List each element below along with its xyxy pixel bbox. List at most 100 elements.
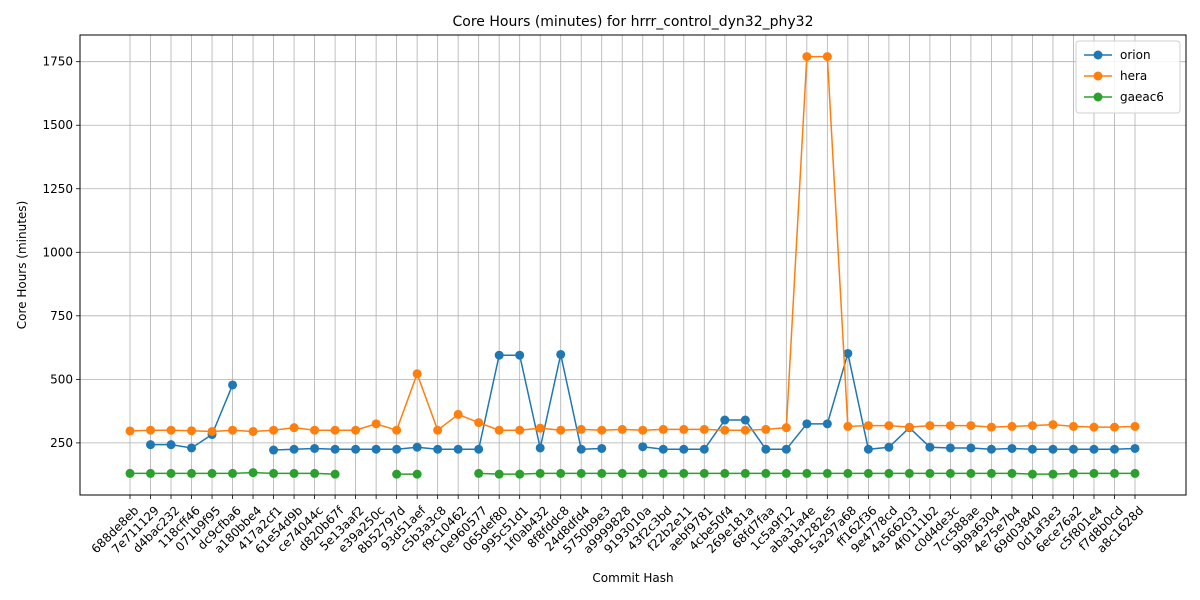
data-point: [761, 444, 771, 454]
data-point: [412, 369, 422, 379]
data-point: [986, 444, 996, 454]
data-point: [884, 421, 894, 431]
data-point: [802, 419, 812, 429]
legend-label: orion: [1120, 48, 1151, 62]
grid-lines: [80, 35, 1186, 495]
data-point: [474, 444, 484, 454]
legend-swatch-marker: [1093, 92, 1103, 102]
data-point: [1130, 421, 1140, 431]
data-point: [679, 424, 689, 434]
data-point: [1027, 421, 1037, 431]
data-point: [269, 468, 279, 478]
data-point: [289, 423, 299, 433]
data-point: [1109, 468, 1119, 478]
data-point: [966, 421, 976, 431]
data-point: [187, 426, 197, 436]
data-point: [617, 424, 627, 434]
x-axis-ticks: 688de8eb7e711129d4bac232118cff46071b9f95…: [89, 495, 1146, 557]
data-point: [330, 444, 340, 454]
data-point: [822, 419, 832, 429]
data-point: [1130, 443, 1140, 453]
data-point: [515, 469, 525, 479]
data-point: [617, 468, 627, 478]
data-point: [576, 468, 586, 478]
data-point: [1007, 421, 1017, 431]
data-point: [125, 468, 135, 478]
data-point: [494, 350, 504, 360]
data-point: [433, 425, 443, 435]
data-point: [699, 424, 709, 434]
data-point: [351, 444, 361, 454]
data-point: [1007, 468, 1017, 478]
data-point: [207, 468, 217, 478]
data-point: [228, 425, 238, 435]
data-point: [1089, 444, 1099, 454]
data-point: [310, 468, 320, 478]
plot-area-frame: [79, 34, 1187, 496]
data-point: [720, 425, 730, 435]
y-tick-label: 1000: [42, 245, 73, 259]
data-point: [1089, 468, 1099, 478]
data-point: [1007, 443, 1017, 453]
data-point: [720, 468, 730, 478]
y-axis-ticks: 250 500 750 1000 1250 1500 1750: [42, 55, 80, 450]
data-point: [843, 468, 853, 478]
data-point: [433, 444, 443, 454]
data-point: [925, 442, 935, 452]
data-point: [1109, 444, 1119, 454]
data-point: [658, 444, 668, 454]
series-gaeac6: [125, 468, 1140, 479]
y-tick-label: 1750: [42, 55, 73, 69]
series-lines: [125, 52, 1140, 479]
data-point: [248, 468, 258, 478]
data-point: [925, 468, 935, 478]
data-point: [228, 468, 238, 478]
data-point: [535, 468, 545, 478]
data-point: [146, 468, 156, 478]
y-axis-label: Core Hours (minutes): [15, 201, 29, 330]
data-point: [884, 468, 894, 478]
data-point: [1048, 420, 1058, 430]
data-point: [515, 350, 525, 360]
data-point: [146, 425, 156, 435]
series-hera: [125, 52, 1140, 436]
data-point: [945, 443, 955, 453]
data-point: [494, 425, 504, 435]
data-point: [966, 443, 976, 453]
data-point: [863, 468, 873, 478]
data-point: [1068, 421, 1078, 431]
data-point: [638, 468, 648, 478]
legend-item-hera: hera: [1084, 69, 1147, 83]
data-point: [166, 425, 176, 435]
data-point: [699, 468, 709, 478]
data-point: [371, 419, 381, 429]
data-point: [658, 468, 668, 478]
data-point: [781, 468, 791, 478]
legend-item-gaeac6: gaeac6: [1084, 90, 1164, 104]
data-point: [904, 468, 914, 478]
data-point: [1068, 444, 1078, 454]
data-point: [781, 444, 791, 454]
data-point: [474, 468, 484, 478]
data-point: [1068, 468, 1078, 478]
y-tick-label: 1500: [42, 118, 73, 132]
data-point: [146, 440, 156, 450]
data-point: [166, 468, 176, 478]
x-axis-label: Commit Hash: [592, 571, 673, 585]
data-point: [822, 52, 832, 62]
legend-label: gaeac6: [1120, 90, 1164, 104]
data-point: [392, 444, 402, 454]
data-point: [986, 422, 996, 432]
data-point: [1048, 444, 1058, 454]
data-point: [269, 425, 279, 435]
legend-swatch-marker: [1093, 50, 1103, 60]
data-point: [740, 468, 750, 478]
data-point: [638, 442, 648, 452]
data-point: [1048, 469, 1058, 479]
data-point: [740, 425, 750, 435]
y-tick-label: 750: [50, 309, 73, 323]
data-point: [781, 423, 791, 433]
data-point: [535, 443, 545, 453]
data-point: [638, 425, 648, 435]
